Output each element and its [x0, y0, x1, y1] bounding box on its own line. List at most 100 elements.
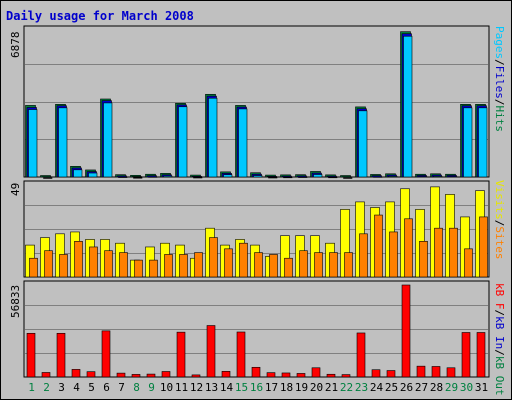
bar-sites-7	[119, 252, 128, 278]
bar-pages-16	[253, 175, 263, 178]
bar-files-21	[326, 175, 337, 178]
legend-middle-part-2: Sites	[493, 226, 506, 260]
bar-kbytes-31	[476, 332, 486, 378]
bar-pages-22	[343, 177, 353, 179]
bar-kbytes-9	[146, 373, 156, 378]
day-label-21: 21	[324, 381, 339, 394]
day-label-10: 10	[159, 381, 174, 394]
day-label-16: 16	[249, 381, 264, 394]
bar-kbytes-17	[266, 372, 276, 378]
bar-pages-31	[478, 107, 488, 178]
bar-sites-15	[239, 242, 248, 278]
day-label-11: 11	[174, 381, 189, 394]
bar-pages-14	[223, 174, 233, 178]
bar-kbytes-26	[401, 284, 411, 378]
bar-kbytes-10	[161, 371, 171, 378]
bar-pages-24	[373, 176, 383, 178]
bar-sites-27	[419, 241, 428, 278]
bar-pages-5	[88, 172, 98, 178]
day-label-28: 28	[429, 381, 444, 394]
day-label-8: 8	[133, 381, 140, 394]
bar-kbytes-8	[131, 374, 141, 378]
bar-pages-15	[238, 108, 248, 178]
day-label-14: 14	[219, 381, 234, 394]
bar-kbytes-24	[371, 369, 381, 378]
bar-kbytes-20	[311, 367, 321, 378]
legend-top-part-3: /	[493, 98, 506, 106]
bar-kbytes-3	[56, 332, 66, 378]
day-label-7: 7	[118, 381, 125, 394]
bar-sites-19	[299, 250, 308, 278]
legend-bottom-part-0: kB F	[493, 283, 506, 310]
bar-kbytes-16	[251, 366, 261, 378]
bar-pages-29	[448, 176, 458, 178]
bar-files-8	[131, 176, 142, 178]
bar-pages-11	[178, 106, 188, 178]
bar-pages-6	[103, 102, 113, 178]
bar-pages-4	[73, 169, 83, 178]
bar-files-18	[281, 175, 292, 178]
bar-kbytes-21	[326, 373, 336, 378]
bar-kbytes-14	[221, 371, 231, 378]
legend-bottom-part-2: kB In	[493, 316, 506, 350]
day-label-4: 4	[73, 381, 80, 394]
bar-sites-26	[404, 218, 413, 278]
day-label-17: 17	[264, 381, 279, 394]
day-label-1: 1	[28, 381, 35, 394]
bar-pages-18	[283, 176, 293, 179]
bar-pages-20	[313, 174, 323, 178]
bar-kbytes-12	[191, 374, 201, 378]
bar-sites-22	[344, 252, 353, 278]
bar-pages-8	[133, 177, 143, 179]
bar-pages-1	[28, 109, 38, 178]
bar-sites-24	[374, 214, 383, 278]
panel-top	[23, 25, 490, 178]
bar-pages-9	[148, 176, 158, 178]
bar-sites-28	[434, 227, 443, 278]
day-label-22: 22	[339, 381, 354, 394]
bar-sites-12	[194, 252, 203, 278]
bar-files-22	[341, 176, 352, 178]
day-label-31: 31	[474, 381, 489, 394]
bar-kbytes-29	[446, 367, 456, 378]
top-legend: Pages/Files/Hits	[493, 26, 506, 132]
bar-pages-19	[298, 176, 308, 178]
bar-sites-30	[464, 248, 473, 278]
bar-pages-2	[43, 177, 53, 179]
bar-pages-27	[418, 176, 428, 178]
bar-sites-18	[284, 257, 293, 278]
bar-sites-11	[179, 254, 188, 278]
legend-bottom-part-4: kB Out	[493, 355, 506, 396]
bar-sites-23	[359, 233, 368, 278]
bar-kbytes-18	[281, 372, 291, 378]
bar-sites-31	[479, 216, 488, 278]
bar-sites-5	[89, 246, 98, 278]
day-label-3: 3	[58, 381, 65, 394]
day-label-6: 6	[103, 381, 110, 394]
bar-sites-13	[209, 237, 218, 278]
bar-pages-28	[433, 175, 443, 178]
legend-top-part-1: /	[493, 59, 506, 66]
bar-sites-21	[329, 252, 338, 278]
legend-middle-part-0: Visits	[493, 180, 506, 220]
bar-sites-14	[224, 248, 233, 278]
day-label-19: 19	[294, 381, 309, 394]
bar-kbytes-4	[71, 369, 81, 378]
bar-kbytes-22	[341, 374, 351, 378]
bar-sites-2	[44, 250, 53, 278]
day-label-30: 30	[459, 381, 474, 394]
bar-pages-7	[118, 176, 128, 178]
middle-legend: Visits/Sites	[493, 180, 506, 260]
bar-sites-29	[449, 227, 458, 278]
middle-max-label: 49	[9, 182, 22, 196]
bottom-legend: kB F/kB In/kB Out	[493, 283, 506, 396]
bar-sites-25	[389, 231, 398, 278]
bar-sites-6	[104, 250, 113, 278]
day-label-9: 9	[148, 381, 155, 394]
day-label-25: 25	[384, 381, 399, 394]
bar-kbytes-1	[26, 332, 36, 378]
bar-pages-30	[463, 107, 473, 178]
bar-pages-23	[358, 110, 368, 178]
bar-kbytes-5	[86, 371, 96, 378]
bar-sites-20	[314, 252, 323, 278]
